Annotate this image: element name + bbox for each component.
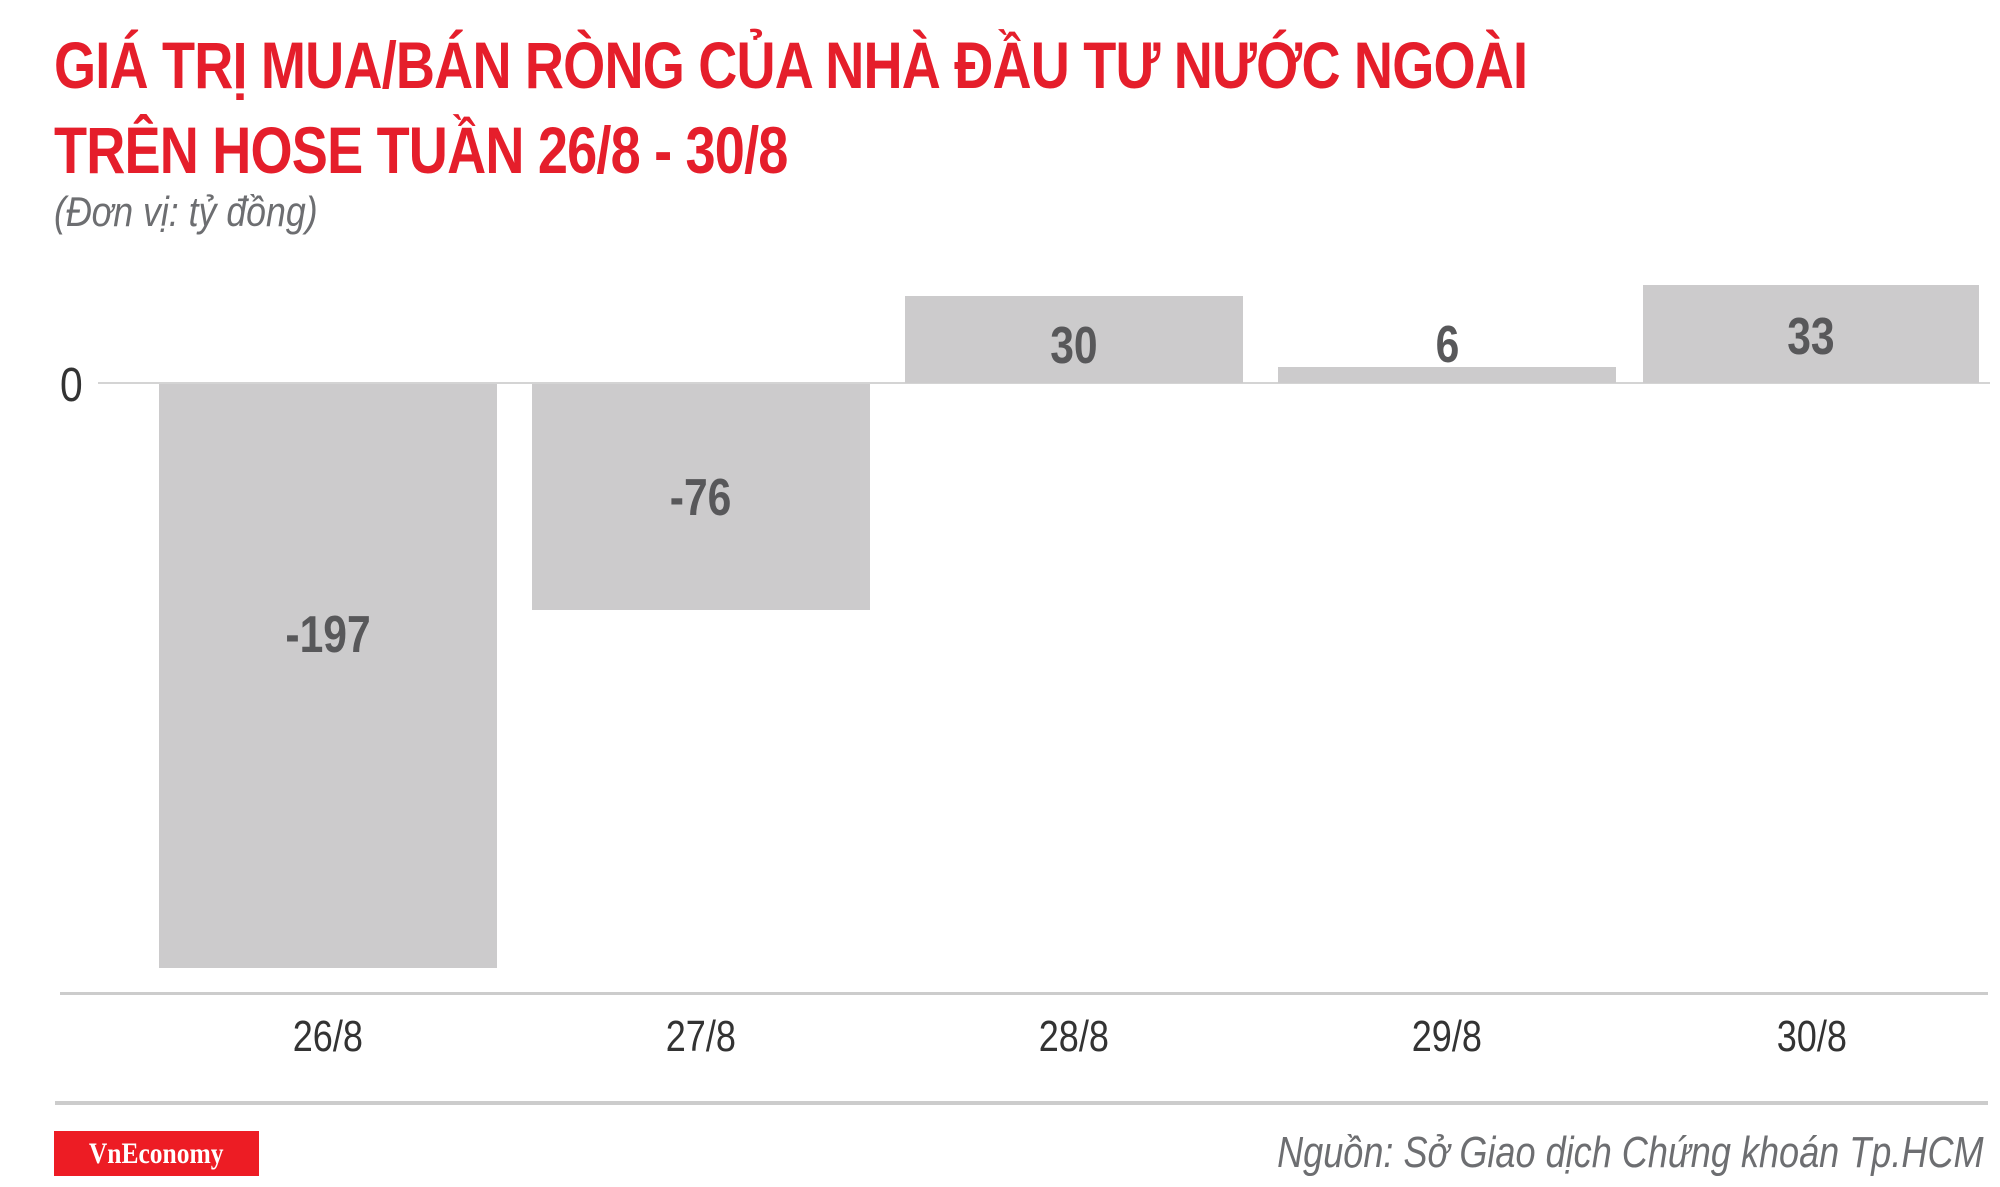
x-axis-label: 26/8 (292, 1012, 364, 1061)
bar-29-8: 6 (1278, 319, 1616, 383)
bar-value-label: -197 (285, 606, 371, 664)
vneconomy-logo: VnEconomy (54, 1131, 259, 1176)
bar-26-8: -197 (159, 384, 497, 968)
x-axis-label: 27/8 (665, 1012, 737, 1061)
bar-value-label: 33 (1787, 308, 1835, 366)
unit-subtitle: (Đơn vị: tỷ đồng) (54, 188, 318, 235)
footer-divider (55, 1101, 1988, 1105)
x-axis-label: 30/8 (1776, 1012, 1848, 1061)
bar-value-label: 6 (1435, 316, 1459, 374)
bar-28-8: 30 (905, 296, 1243, 383)
source-note: Nguồn: Sở Giao dịch Chứng khoán Tp.HCM (1277, 1128, 1984, 1177)
bar-value-label: -76 (670, 469, 732, 527)
x-axis-label: 29/8 (1411, 1012, 1483, 1061)
zero-baseline (98, 382, 1990, 384)
y-axis-zero-label: 0 (60, 359, 83, 412)
bar-30-8: 33 (1643, 285, 1979, 383)
bar-value-label: 30 (1050, 317, 1098, 375)
x-axis-line (60, 992, 1988, 995)
bar-27-8: -76 (532, 384, 870, 610)
chart-title-line-2: TRÊN HOSE TUẦN 26/8 - 30/8 (54, 113, 788, 187)
chart-title-line-1: GIÁ TRỊ MUA/BÁN RÒNG CỦA NHÀ ĐẦU TƯ NƯỚC… (54, 28, 1528, 102)
x-axis-label: 28/8 (1038, 1012, 1110, 1061)
